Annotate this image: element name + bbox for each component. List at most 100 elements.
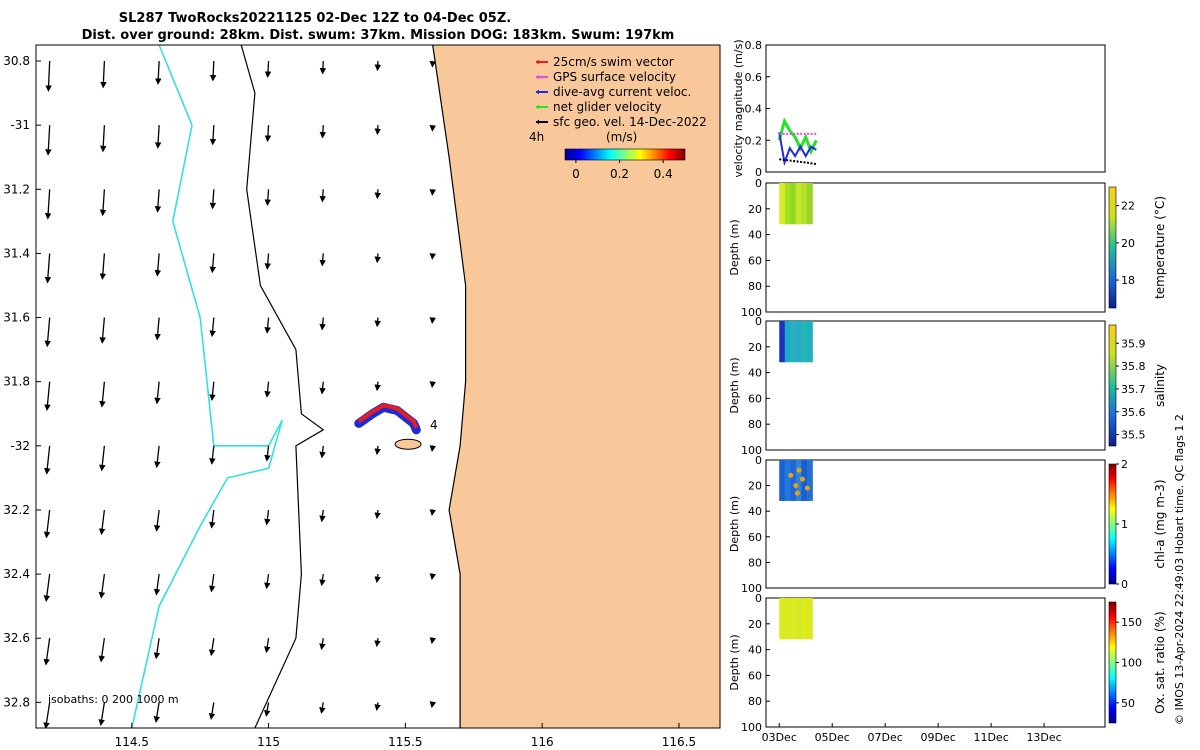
velocity-arrow [374, 381, 381, 392]
velocity-arrow [374, 125, 382, 136]
salinity-data-cell [779, 321, 786, 363]
velocity-arrow [264, 445, 271, 462]
legend-arrowhead [536, 119, 539, 125]
oxygen-saturation-colorbar [1108, 601, 1117, 724]
velocity-arrow [374, 509, 381, 520]
velocity-arrow [44, 445, 51, 475]
oxygen-saturation-data-cell [806, 598, 813, 640]
velocity-arrow [264, 189, 272, 206]
velocity-arrow [319, 445, 326, 459]
velocity-y-label: velocity magnitude (m/s) [732, 39, 745, 177]
velocity-series-dive_avg [778, 132, 817, 167]
velocity-y-tick-label: 0 [755, 166, 762, 179]
map-x-ticks: 114.5 115 115.5 116 116.5 [115, 723, 696, 749]
colorbar-tick-label: 0.2 [610, 167, 629, 181]
oxygen-saturation-data-cell [790, 598, 797, 640]
velocity-arrow [44, 317, 51, 348]
chl-a-hotspot [796, 467, 802, 473]
velocity-arrow [44, 253, 52, 284]
chl-a-data-cell [795, 460, 802, 501]
salinity-y-tick-label: 60 [748, 392, 762, 405]
chl-a-hotspot [788, 472, 794, 478]
chl-a-y-tick-label: 80 [748, 556, 762, 569]
map-y-tick-label: 32.8 [3, 695, 30, 709]
salinity-y-label: Depth (m) [728, 357, 741, 413]
temperature-data-cell [795, 183, 802, 225]
glider-track [354, 402, 421, 435]
map-x-tick-label: 115 [257, 735, 280, 749]
velocity-arrow [44, 381, 51, 411]
velocity-arrow [264, 125, 272, 142]
chl-a-panel-frame [765, 459, 1106, 589]
velocity-arrow [44, 189, 52, 220]
velocity-arrow [374, 189, 381, 200]
map-y-ticks: 30.8 -31 31.2 31.4 31.6 31.8 -32 32.2 32.4 32.6 32… [3, 54, 41, 709]
chl-a-colorbar [1108, 463, 1117, 585]
map-x-tick-label: 114.5 [115, 735, 149, 749]
velocity-arrow [374, 702, 381, 712]
time-marker-label: 4h [529, 130, 544, 144]
velocity-arrow [100, 61, 107, 89]
oxygen-saturation-data-cell [795, 598, 802, 640]
salinity-panel-frame [765, 320, 1106, 451]
velocity-arrow [155, 61, 162, 85]
temperature-y-tick-label: 0 [755, 177, 762, 190]
velocity-arrow [264, 253, 271, 270]
legend-label: GPS surface velocity [553, 70, 676, 84]
velocity-arrow [154, 317, 161, 341]
velocity-arrow [99, 381, 106, 408]
rottnest-island [394, 438, 422, 450]
chl-a-colorbar-tick-label: 2 [1121, 458, 1128, 471]
velocity-arrow [153, 702, 161, 723]
salinity-colorbar-tick-label: 35.9 [1121, 337, 1146, 350]
velocity-arrow [154, 189, 162, 213]
oxygen-saturation-colorbar-tick-label: 100 [1121, 657, 1142, 670]
velocity-arrow [209, 317, 216, 338]
velocity-arrow [429, 317, 436, 324]
temperature-colorbar-label: temperature (°C) [1153, 196, 1167, 299]
salinity-y-tick-label: 80 [748, 418, 762, 431]
chl-a-y-label: Depth (m) [728, 496, 741, 552]
salinity-data-cell [790, 321, 797, 363]
oxygen-saturation-y-tick-label: 20 [748, 618, 762, 631]
velocity-arrow [429, 381, 436, 388]
chl-a-y-tick-label: 0 [755, 454, 762, 467]
chl-a-y-tick-label: 20 [748, 480, 762, 493]
temperature-y-tick-label: 40 [748, 229, 762, 242]
map-y-tick-label: 30.8 [3, 54, 30, 68]
oxygen-saturation-data-cell [779, 598, 786, 640]
velocity-arrow [374, 253, 381, 264]
salinity-data-cell [806, 321, 813, 363]
oxygen-saturation-y-label: Depth (m) [728, 634, 741, 690]
temperature-panel-frame [765, 182, 1106, 313]
land-area [432, 45, 720, 728]
chl-a-data-cell [790, 460, 797, 501]
velocity-arrow [98, 509, 106, 536]
chl-a-hotspot [793, 483, 799, 489]
salinity-y-tick-label: 0 [755, 315, 762, 328]
isobaths-label: isobaths: 0 200 1000 m [48, 693, 179, 706]
velocity-arrow [319, 509, 326, 523]
swim-vector-track [357, 403, 419, 429]
velocity-arrow [209, 125, 217, 146]
velocity-arrow [208, 702, 216, 720]
velocity-panel-frame [765, 44, 1106, 173]
velocity-arrow [154, 381, 161, 405]
velocity-arrow [98, 573, 106, 599]
map-frame [35, 44, 721, 729]
oxygen-saturation-panel-frame [765, 597, 1106, 728]
chl-a-y-tick-label: 100 [741, 582, 762, 595]
velocity-arrow [319, 573, 326, 587]
velocity-arrow [263, 702, 271, 717]
velocity-arrow [98, 638, 106, 663]
velocity-arrow [319, 638, 326, 651]
velocity-arrow [154, 253, 162, 277]
salinity-y-tick-label: 40 [748, 367, 762, 380]
velocity-arrow [319, 125, 327, 139]
velocity-arrow [209, 189, 217, 210]
map-y-tick-label: 32.4 [3, 567, 30, 581]
date-tick-label: 11Dec [973, 731, 1008, 744]
velocity-arrow [99, 189, 107, 217]
